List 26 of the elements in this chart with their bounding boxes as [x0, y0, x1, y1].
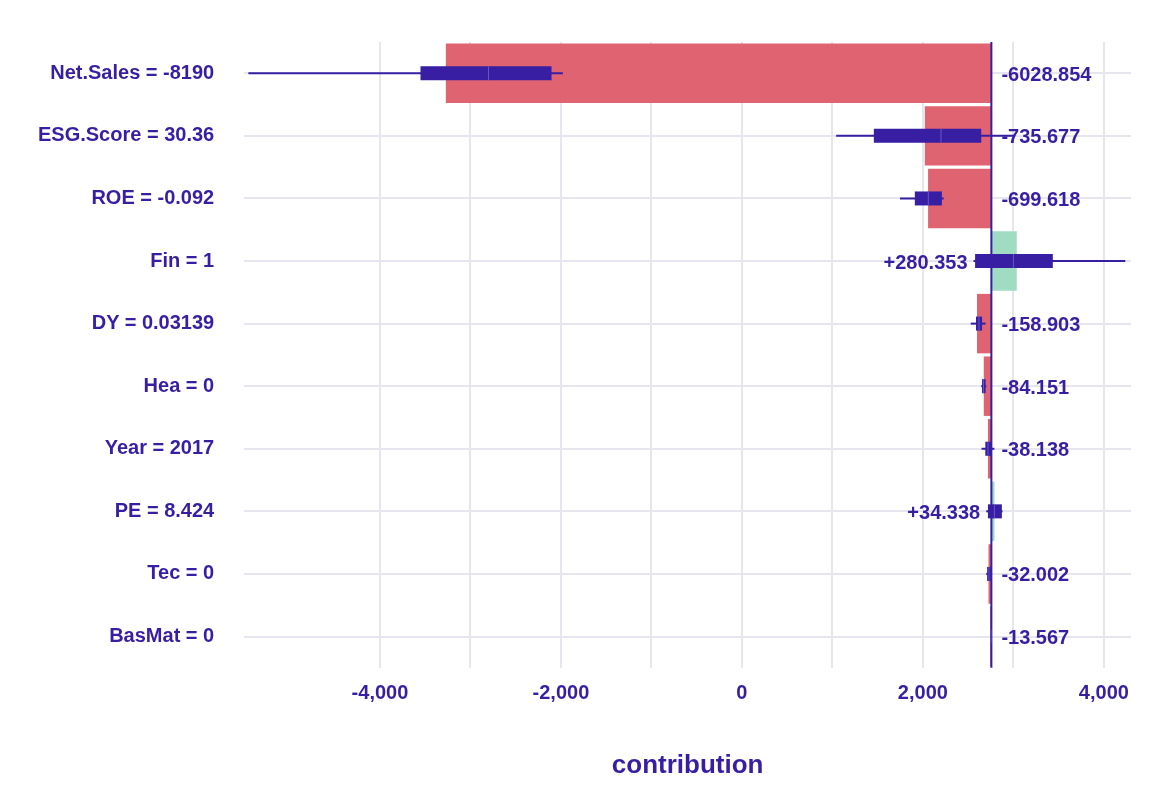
- data-label: -84.151: [1001, 375, 1070, 398]
- data-label: -32.002: [1001, 563, 1070, 586]
- data-label: -13.567: [1001, 626, 1070, 649]
- x-tick-label: -4,000: [351, 681, 409, 704]
- data-label: -158.903: [1001, 313, 1081, 336]
- data-label: -699.618: [1001, 187, 1081, 210]
- y-tick-label: BasMat = 0: [109, 624, 215, 647]
- y-tick-label: DY = 0.03139: [91, 311, 215, 334]
- y-tick-label: Hea = 0: [143, 373, 215, 396]
- y-tick-label: ESG.Score = 30.36: [37, 123, 215, 146]
- y-tick-label: Net.Sales = -8190: [50, 60, 215, 83]
- y-tick-label: Fin = 1: [150, 248, 215, 271]
- y-tick-label: Tec = 0: [147, 561, 215, 584]
- data-label: -38.138: [1001, 438, 1070, 461]
- data-label: +280.353: [883, 250, 968, 273]
- x-tick-label: 4,000: [1078, 681, 1129, 704]
- x-tick-label: -2,000: [532, 681, 590, 704]
- data-label: -6028.854: [1001, 62, 1093, 85]
- x-tick-label: 2,000: [897, 681, 948, 704]
- data-label: -735.677: [1001, 125, 1081, 148]
- x-axis-title: contribution: [611, 748, 764, 779]
- x-tick-label: 0: [736, 681, 748, 704]
- y-tick-label: Year = 2017: [104, 436, 215, 459]
- y-tick-label: ROE = -0.092: [91, 185, 215, 208]
- data-label: +34.338: [907, 500, 981, 523]
- y-tick-label: PE = 8.424: [114, 498, 216, 521]
